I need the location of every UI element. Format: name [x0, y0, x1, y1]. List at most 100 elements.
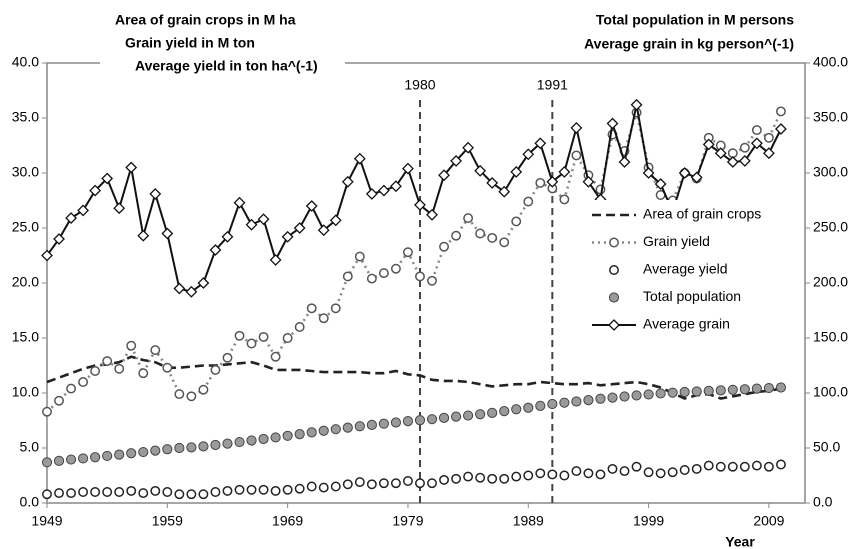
y-tick-label: 10.0	[12, 384, 39, 400]
y-tick-label: 0.0	[20, 494, 40, 510]
y2-tick-label: 200.0	[813, 274, 848, 290]
legend-label: Average grain	[643, 316, 730, 332]
marker	[378, 418, 389, 429]
marker	[378, 478, 389, 489]
marker	[234, 484, 245, 495]
marker	[667, 387, 678, 398]
marker	[246, 435, 257, 446]
marker	[595, 469, 606, 480]
marker	[511, 471, 522, 482]
marker	[305, 200, 318, 212]
marker	[414, 198, 426, 211]
marker	[559, 397, 570, 408]
marker	[775, 123, 787, 135]
marker	[186, 442, 197, 453]
marker	[246, 338, 257, 349]
marker	[390, 263, 401, 274]
marker	[150, 345, 161, 356]
y-tick-label: 5.0	[20, 439, 40, 455]
axis-title-backdrop	[100, 55, 345, 77]
marker	[655, 468, 666, 479]
marker	[463, 213, 474, 224]
marker	[679, 386, 690, 398]
marker	[41, 249, 53, 262]
y-tick-label: 30.0	[12, 164, 39, 180]
marker	[499, 473, 510, 484]
marker	[282, 430, 293, 441]
marker	[499, 406, 510, 417]
marker	[439, 241, 449, 252]
marker	[174, 389, 185, 400]
marker	[487, 232, 498, 243]
marker	[354, 477, 365, 488]
marker	[739, 142, 750, 153]
y-tick-label: 35.0	[12, 109, 39, 125]
marker	[414, 415, 426, 426]
marker	[390, 417, 402, 428]
marker	[353, 152, 366, 165]
marker	[186, 391, 197, 402]
marker	[330, 303, 341, 314]
marker	[342, 271, 353, 282]
marker	[282, 333, 293, 343]
y2-tick-label: 150.0	[813, 329, 848, 345]
marker	[125, 161, 138, 174]
marker	[138, 488, 149, 499]
marker	[234, 330, 245, 341]
right-axis-title: Average grain in kg person^(-1)	[584, 36, 794, 52]
marker	[354, 251, 365, 262]
marker	[209, 244, 222, 256]
marker	[126, 448, 137, 459]
marker	[162, 362, 173, 373]
marker	[330, 481, 341, 492]
marker	[90, 487, 101, 497]
legend-marker	[608, 292, 620, 303]
marker	[475, 472, 486, 483]
marker	[222, 485, 233, 496]
marker	[270, 432, 281, 443]
x-tick-label: 1999	[633, 513, 664, 529]
marker	[246, 484, 257, 495]
marker	[463, 410, 474, 421]
marker	[150, 445, 161, 456]
marker	[546, 175, 559, 188]
marker	[426, 208, 438, 221]
marker	[511, 404, 522, 415]
y2-tick-label: 50.0	[813, 439, 840, 455]
marker	[162, 444, 173, 455]
marker	[654, 178, 667, 190]
marker	[475, 409, 486, 420]
marker	[173, 282, 186, 295]
marker	[775, 459, 786, 470]
marker	[342, 422, 353, 433]
marker	[678, 167, 691, 179]
marker	[582, 175, 595, 188]
marker	[607, 463, 618, 474]
marker	[775, 106, 786, 117]
marker	[427, 478, 437, 489]
marker	[198, 441, 209, 452]
y2-tick-label: 0.0	[813, 494, 833, 510]
marker	[450, 154, 462, 167]
marker	[198, 384, 209, 395]
marker	[642, 167, 655, 179]
marker	[42, 406, 52, 417]
y-tick-label: 15.0	[12, 329, 39, 345]
marker	[690, 171, 703, 184]
marker	[114, 449, 125, 460]
y2-tick-label: 250.0	[813, 219, 848, 235]
marker	[583, 395, 594, 406]
marker	[486, 176, 499, 189]
marker	[547, 398, 558, 410]
marker	[162, 487, 173, 497]
marker	[342, 479, 353, 490]
marker	[691, 386, 702, 397]
marker	[487, 473, 498, 484]
marker	[775, 382, 787, 393]
marker	[149, 187, 162, 200]
marker	[378, 268, 389, 279]
marker	[185, 285, 198, 298]
marker	[451, 230, 462, 241]
marker	[763, 382, 775, 394]
